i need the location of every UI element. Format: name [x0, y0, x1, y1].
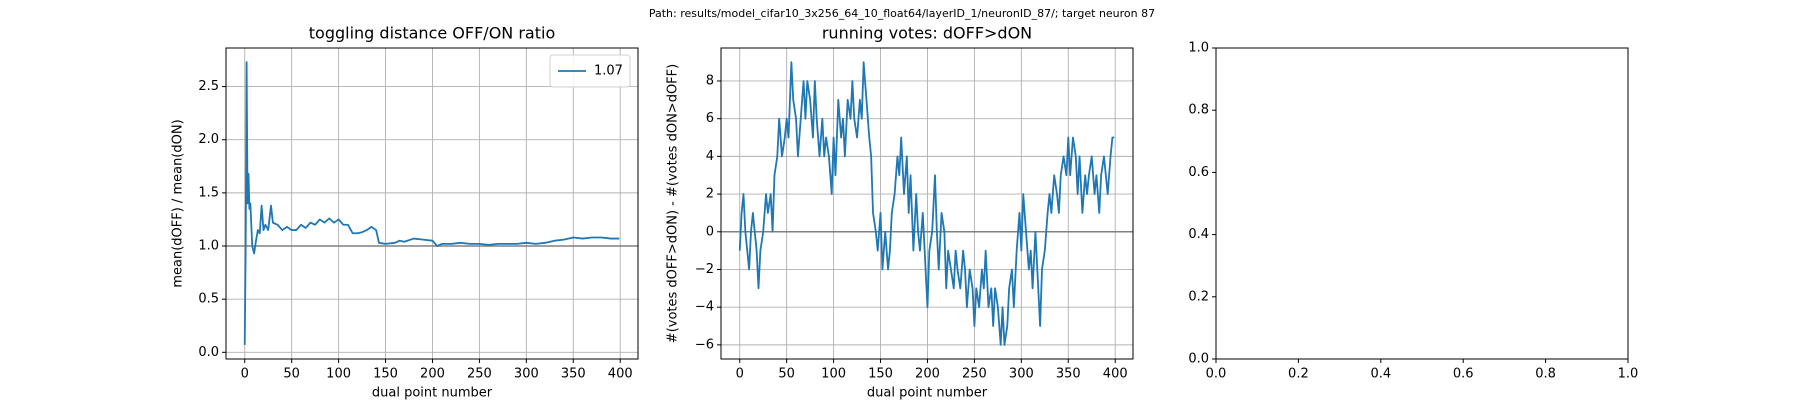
legend-box	[549, 54, 631, 88]
x-tick-label: 0.2	[1288, 367, 1309, 382]
x-tick-label: 0.0	[1206, 367, 1227, 382]
y-tick-label: 1.0	[198, 239, 219, 254]
x-tick-label: 300	[1009, 367, 1034, 382]
x-tick-label: 200	[915, 367, 940, 382]
y-tick-label: 0.0	[1188, 352, 1209, 367]
y-tick-label: 6	[706, 111, 714, 126]
y-tick-label: 0.0	[198, 345, 219, 360]
y-tick-label: 8	[706, 73, 714, 88]
x-tick-label: 50	[283, 367, 300, 382]
x-tick-label: 150	[868, 367, 893, 382]
x-tick-label: 1.0	[1618, 367, 1639, 382]
x-tick-label: 0.6	[1453, 367, 1474, 382]
axes-frame	[720, 47, 1134, 360]
y-tick-label: 0.4	[1188, 227, 1209, 242]
x-tick-label: 0.4	[1370, 367, 1391, 382]
x-tick-label: 300	[514, 367, 539, 382]
x-tick-label: 100	[326, 367, 351, 382]
x-tick-label: 50	[778, 367, 795, 382]
x-axis-label: dual point number	[867, 386, 988, 400]
x-tick-label: 100	[821, 367, 846, 382]
axes-frame	[1215, 47, 1629, 360]
x-tick-label: 250	[467, 367, 492, 382]
chart-title: running votes: dOFF>dON	[822, 24, 1032, 43]
y-tick-label: −2	[695, 262, 714, 277]
y-tick-label: 0.8	[1188, 103, 1209, 118]
figure-title: Path: results/model_cifar10_3x256_64_10_…	[649, 7, 1155, 20]
y-tick-label: 0.5	[198, 292, 219, 307]
data-line	[738, 61, 1115, 346]
y-tick-label: 2.0	[198, 132, 219, 147]
y-tick-label: 1.0	[1188, 41, 1209, 56]
x-tick-label: 0	[241, 367, 249, 382]
y-tick-label: 2	[706, 187, 714, 202]
y-axis-label: #(votes dOFF>dON) - #(votes dON>dOFF)	[666, 64, 681, 343]
y-tick-label: 4	[706, 149, 714, 164]
x-axis-label: dual point number	[372, 386, 493, 400]
y-tick-label: −6	[695, 337, 714, 352]
y-tick-label: 0.6	[1188, 165, 1209, 180]
x-tick-label: 250	[962, 367, 987, 382]
chart-title: toggling distance OFF/ON ratio	[309, 24, 555, 43]
y-tick-label: −4	[695, 300, 714, 315]
y-tick-label: 0.2	[1188, 289, 1209, 304]
x-tick-label: 350	[561, 367, 586, 382]
y-axis-label: mean(dOFF) / mean(dON)	[171, 119, 186, 287]
x-tick-label: 0	[736, 367, 744, 382]
y-tick-label: 1.5	[198, 185, 219, 200]
data-line	[243, 61, 620, 345]
x-tick-label: 400	[608, 367, 633, 382]
x-tick-label: 350	[1056, 367, 1081, 382]
x-tick-label: 200	[420, 367, 445, 382]
axes-frame	[225, 47, 639, 360]
legend-label: 1.07	[594, 64, 623, 79]
x-tick-label: 400	[1103, 367, 1128, 382]
x-tick-label: 150	[373, 367, 398, 382]
x-tick-label: 0.8	[1535, 367, 1556, 382]
y-tick-label: 0	[706, 224, 714, 239]
y-tick-label: 2.5	[198, 79, 219, 94]
